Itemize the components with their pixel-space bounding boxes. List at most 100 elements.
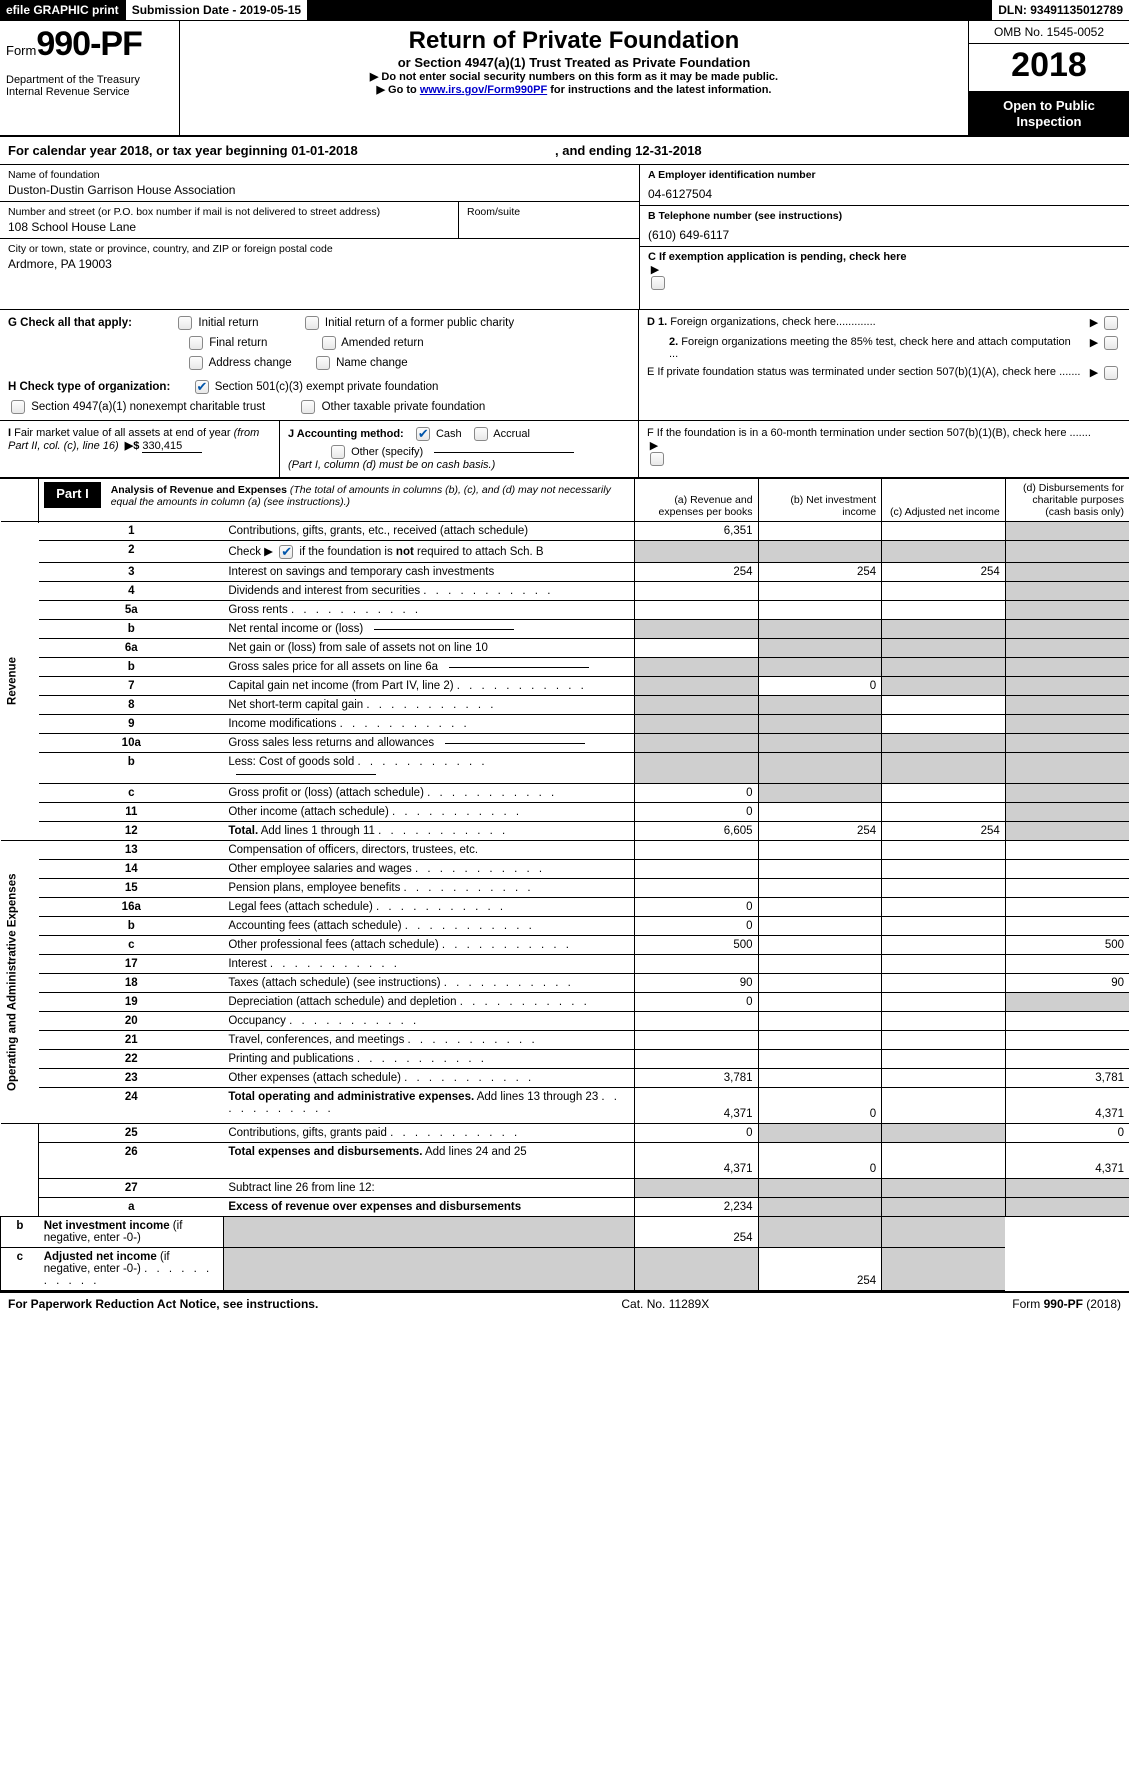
cell-d: 500	[1005, 936, 1129, 955]
cell-a: 0	[634, 1124, 758, 1143]
chk-4947[interactable]	[11, 400, 25, 414]
line-number: 4	[39, 582, 224, 601]
chk-amended[interactable]	[322, 336, 336, 350]
cell-c	[882, 1124, 1006, 1143]
form-990pf-page: efile GRAPHIC print Submission Date - 20…	[0, 0, 1129, 1315]
line-number: 22	[39, 1050, 224, 1069]
cell-d	[1005, 582, 1129, 601]
table-row: 15Pension plans, employee benefits	[1, 879, 1129, 898]
cell-a	[634, 955, 758, 974]
cell-a: 6,605	[634, 822, 758, 841]
street-value: 108 School House Lane	[8, 218, 450, 234]
opt-other-tax: Other taxable private foundation	[322, 401, 486, 413]
form-subtitle: or Section 4947(a)(1) Trust Treated as P…	[186, 55, 962, 70]
irs-link[interactable]: www.irs.gov/Form990PF	[420, 84, 547, 96]
cal-pre: For calendar year 2018, or tax year begi…	[8, 143, 291, 158]
chk-501c3[interactable]	[195, 380, 209, 394]
cell-a: 0	[634, 917, 758, 936]
line-number: 11	[39, 803, 224, 822]
line-number: 18	[39, 974, 224, 993]
chk-f[interactable]	[650, 452, 664, 466]
cell-c	[882, 696, 1006, 715]
cell-d	[1005, 803, 1129, 822]
line-number: 14	[39, 860, 224, 879]
cell-b	[758, 1179, 882, 1198]
table-row: 18Taxes (attach schedule) (see instructi…	[1, 974, 1129, 993]
form-number: 990-PF	[36, 25, 142, 63]
j-note: (Part I, column (d) must be on cash basi…	[288, 459, 630, 471]
cell-d	[1005, 784, 1129, 803]
cell-b	[758, 734, 882, 753]
efile-badge: efile GRAPHIC print	[0, 0, 126, 20]
table-row: 5aGross rents	[1, 601, 1129, 620]
ein-label: A Employer identification number	[648, 169, 1121, 181]
cell-d	[1005, 1050, 1129, 1069]
phone-cell: B Telephone number (see instructions) (6…	[640, 206, 1129, 247]
other-specify-line	[434, 452, 574, 453]
cell-b	[758, 860, 882, 879]
line-description: Gross rents	[223, 601, 634, 620]
line-description: Other expenses (attach schedule)	[223, 1069, 634, 1088]
cell-a	[634, 658, 758, 677]
fmv-value: 330,415	[142, 440, 202, 453]
chk-final[interactable]	[189, 336, 203, 350]
header-center: Return of Private Foundation or Section …	[180, 21, 969, 135]
cell-a	[634, 1179, 758, 1198]
chk-name[interactable]	[316, 356, 330, 370]
col-c-header: (c) Adjusted net income	[882, 479, 1006, 522]
table-row: 20Occupancy	[1, 1012, 1129, 1031]
line-description: Other income (attach schedule)	[223, 803, 634, 822]
exemption-checkbox[interactable]	[651, 276, 665, 290]
cell-a	[634, 582, 758, 601]
chk-other-acct[interactable]	[331, 445, 345, 459]
chk-initial[interactable]	[178, 316, 192, 330]
line-description: Total. Add lines 1 through 11	[223, 822, 634, 841]
table-row: 6aNet gain or (loss) from sale of assets…	[1, 639, 1129, 658]
j-label: J Accounting method:	[288, 428, 404, 440]
phone-value: (610) 649-6117	[648, 222, 1121, 242]
line-description: Gross sales price for all assets on line…	[223, 658, 634, 677]
line-number: 23	[39, 1069, 224, 1088]
cell-b	[758, 993, 882, 1012]
cell-d	[882, 1248, 1006, 1291]
chk-address[interactable]	[189, 356, 203, 370]
arrow-icon: ▶	[1087, 366, 1101, 379]
cell-c	[882, 734, 1006, 753]
chk-d1[interactable]	[1104, 316, 1118, 330]
line-description: Net rental income or (loss)	[223, 620, 634, 639]
cell-c	[882, 601, 1006, 620]
line-description: Net investment income (if negative, ente…	[39, 1217, 224, 1248]
chk-sch-b[interactable]	[279, 545, 293, 559]
footer-right-pre: Form	[1012, 1297, 1043, 1311]
chk-accrual[interactable]	[474, 427, 488, 441]
cell-d	[1005, 917, 1129, 936]
cell-d	[1005, 541, 1129, 563]
cell-d	[1005, 841, 1129, 860]
cell-c	[882, 639, 1006, 658]
cell-b	[758, 898, 882, 917]
line-number: c	[39, 936, 224, 955]
line-description: Accounting fees (attach schedule)	[223, 917, 634, 936]
cell-c	[882, 658, 1006, 677]
room-cell: Room/suite	[459, 202, 639, 238]
opt-amended: Amended return	[341, 337, 423, 349]
chk-cash[interactable]	[416, 427, 430, 441]
chk-e[interactable]	[1104, 366, 1118, 380]
line-number: 2	[39, 541, 224, 563]
cell-b	[758, 803, 882, 822]
cell-c	[882, 753, 1006, 784]
cell-a: 90	[634, 974, 758, 993]
cell-d	[1005, 522, 1129, 541]
cell-b: 0	[758, 1088, 882, 1124]
cell-c	[882, 1179, 1006, 1198]
chk-initial-former[interactable]	[305, 316, 319, 330]
cell-c	[882, 620, 1006, 639]
chk-other-tax[interactable]	[301, 400, 315, 414]
cell-a	[634, 696, 758, 715]
street-row: Number and street (or P.O. box number if…	[0, 202, 639, 239]
chk-d2[interactable]	[1104, 336, 1118, 350]
cell-c	[882, 860, 1006, 879]
cell-d: 4,371	[1005, 1088, 1129, 1124]
table-row: 4Dividends and interest from securities	[1, 582, 1129, 601]
cell-d	[1005, 955, 1129, 974]
